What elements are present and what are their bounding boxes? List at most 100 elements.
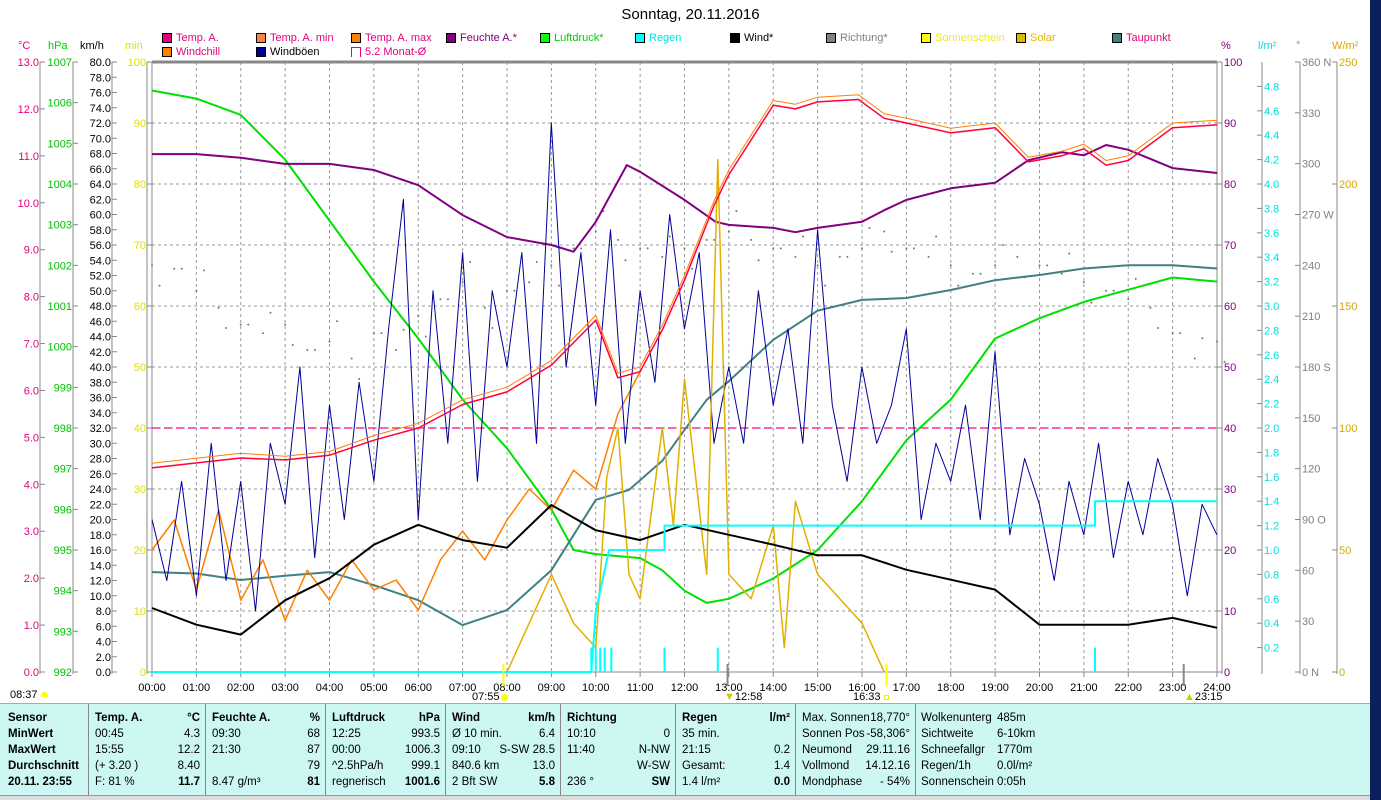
wind-axis-label: 74.0 <box>90 103 111 115</box>
rain-axis-label: 4.4 <box>1264 130 1279 142</box>
table-row: 00:45 4.3 <box>95 726 200 742</box>
table-row: 840.6 km 13.0 <box>452 758 555 774</box>
direction-point <box>180 267 183 270</box>
humidity-axis-label: 0 <box>1224 667 1230 679</box>
row-value: 1.4 <box>774 760 790 772</box>
moonset-label: 23:15 <box>1194 691 1223 703</box>
x-tick-label: 18:00 <box>937 682 965 694</box>
row-time: 21:30 <box>212 744 241 756</box>
solar-axis-label: 200 <box>1339 179 1357 191</box>
wind-axis-label: 38.0 <box>90 377 111 389</box>
misc-value: 485m <box>997 712 1026 724</box>
row-time: 10:10 <box>567 728 596 740</box>
direction-point <box>1127 298 1130 301</box>
rain-axis-label: 4.0 <box>1264 179 1279 191</box>
legend-item-windb-en: Windböen <box>256 46 320 58</box>
weather-chart: 00:00 01:00 02:00 03:00 04:00 05:00 06:00 07:00… <box>18 57 1358 694</box>
temp-axis-label: 6.0 <box>24 385 39 397</box>
direction-point <box>461 281 464 284</box>
rain-axis-label: 4.2 <box>1264 155 1279 167</box>
direction-point <box>727 230 730 233</box>
misc-label: Regen/1h <box>921 760 971 772</box>
row-value: 0 <box>663 728 670 740</box>
direction-point <box>949 264 952 267</box>
sensor-row-label: MinWert <box>8 728 54 740</box>
row-value: 79 <box>307 760 320 772</box>
sunmin-axis-label: 70 <box>134 240 146 252</box>
row-time: 840.6 km <box>452 760 500 772</box>
direction-point <box>506 289 508 292</box>
rain-axis-label: 0.2 <box>1264 643 1279 655</box>
direction-point <box>750 238 753 241</box>
direction-point <box>269 311 272 314</box>
wind-axis-label: 58.0 <box>90 225 111 237</box>
noon-time: ▼12:58 <box>724 691 762 703</box>
table-row: 00:00 1006.3 <box>332 742 440 758</box>
direction-point <box>624 259 627 262</box>
direction-point <box>994 264 997 267</box>
direction-point <box>225 327 228 330</box>
pressure-axis-label: 992 <box>54 667 72 679</box>
column-header: Temp. A. °C <box>95 710 200 726</box>
legend-item-temp-a-min: Temp. A. min <box>256 32 334 44</box>
direction-point <box>1156 327 1159 330</box>
astro-row: Neumond 29.11.16 <box>802 742 910 758</box>
direction-point <box>513 289 516 292</box>
direction-point <box>247 323 250 326</box>
right-axis-unit: ° <box>1296 40 1301 52</box>
row-value: N-NW <box>638 744 670 756</box>
legend-item-sonnenschein: Sonnenschein <box>921 32 1005 44</box>
rain-axis-label: 0.4 <box>1264 618 1279 630</box>
wind-axis-label: 6.0 <box>96 621 111 633</box>
header-label: Temp. A. <box>95 712 143 724</box>
column-header: Richtung <box>567 710 670 726</box>
wind-axis-label: 10.0 <box>90 591 111 603</box>
row-value: 0.2 <box>774 744 790 756</box>
left-axis-unit: min <box>125 40 143 52</box>
legend-label: Sonnenschein <box>935 32 1005 44</box>
direction-axis-label: 300 <box>1302 159 1320 171</box>
legend-label: Temp. A. <box>176 32 219 44</box>
rain-axis-label: 4.8 <box>1264 81 1279 93</box>
direction-point <box>557 284 560 287</box>
left-axis-unit: km/h <box>80 40 104 52</box>
astro-row: Sonnen Pos -58,306° <box>802 726 910 742</box>
legend-item-temp-a-max: Temp. A. max <box>351 32 432 44</box>
header-unit: °C <box>187 712 200 724</box>
humidity-axis-label: 30 <box>1224 484 1236 496</box>
direction-point <box>358 377 361 380</box>
direction-axis-label: 150 <box>1302 413 1320 425</box>
legend-label: Temp. A. max <box>365 32 432 44</box>
rain-axis-label: 1.6 <box>1264 472 1279 484</box>
misc-label: Schneefallgr <box>921 744 985 756</box>
table-row: (+ 3.20 ) 8.40 <box>95 758 200 774</box>
row-value: 11.7 <box>178 776 200 788</box>
direction-point <box>757 259 760 262</box>
direction-point <box>1046 264 1049 267</box>
x-tick-label: 19:00 <box>981 682 1009 694</box>
legend-item-feuchte-a: Feuchte A.* <box>446 32 517 44</box>
x-tick-label: 13:00 <box>715 682 743 694</box>
wind-axis-label: 8.0 <box>96 606 111 618</box>
direction-point <box>550 264 553 267</box>
series-regen <box>152 500 1217 673</box>
direction-axis-label: 210 <box>1302 311 1320 323</box>
solar-axis-label: 250 <box>1339 57 1357 69</box>
row-time: 00:00 <box>332 744 361 756</box>
row-value: 6.4 <box>539 728 555 740</box>
wind-axis-label: 4.0 <box>96 637 111 649</box>
legend-swatch <box>446 33 456 43</box>
sunmin-axis-label: 40 <box>134 423 146 435</box>
row-value: 81 <box>307 776 320 788</box>
moonrise-icon <box>41 692 48 697</box>
wind-axis-label: 34.0 <box>90 408 111 420</box>
table-row: F: 81 % 11.7 <box>95 774 200 790</box>
rain-axis-label: 3.4 <box>1264 252 1279 264</box>
wind-axis-label: 72.0 <box>90 118 111 130</box>
direction-point <box>1090 301 1093 304</box>
legend-swatch <box>162 33 172 43</box>
column-wind: Wind km/h Ø 10 min. 6.4 09:10 S-SW 28.5 840.6 … <box>452 710 555 790</box>
header-label: Feuchte A. <box>212 712 271 724</box>
series-solar <box>506 158 885 673</box>
row-value: W-SW <box>636 760 670 772</box>
